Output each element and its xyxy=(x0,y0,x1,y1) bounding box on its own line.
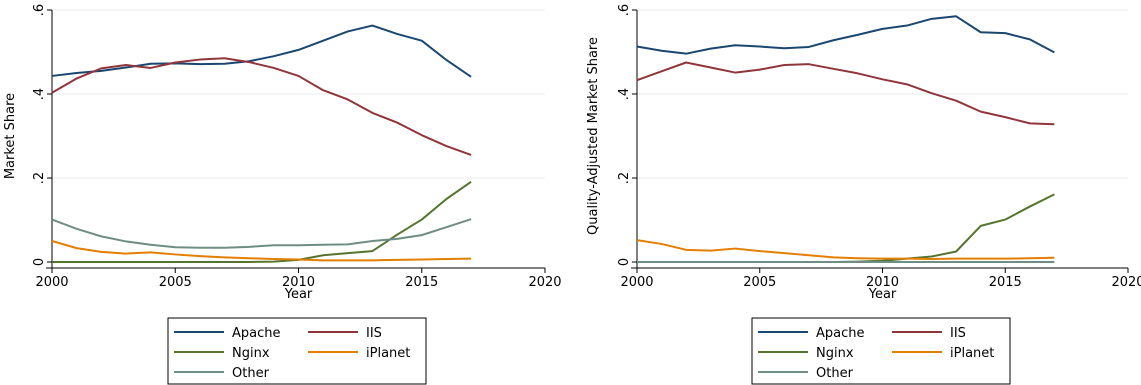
legend-label-nginx: Nginx xyxy=(232,346,270,361)
legend-label-iplanet: iPlanet xyxy=(950,346,994,361)
x-tick-label: 2010 xyxy=(866,275,899,290)
series-line-iis xyxy=(636,61,1055,126)
legend-label-nginx: Nginx xyxy=(816,346,854,361)
y-tick-label: .2 xyxy=(617,172,632,184)
x-tick-label: 2005 xyxy=(743,275,776,290)
x-tick-label: 2000 xyxy=(620,275,653,290)
x-axis-title: Year xyxy=(284,287,313,302)
x-tick-label: 2015 xyxy=(405,275,438,290)
series-line-nginx xyxy=(52,180,472,263)
x-axis-title: Year xyxy=(868,287,897,302)
series-line-iplanet xyxy=(636,239,1055,261)
legend-label-apache: Apache xyxy=(232,326,281,341)
series-line-apache xyxy=(51,24,472,78)
x-tick-label: 2020 xyxy=(528,275,561,290)
x-tick-label: 2015 xyxy=(989,275,1022,290)
y-tick-label: 0 xyxy=(617,258,632,266)
series-line-iplanet xyxy=(51,240,472,262)
legend-label-apache: Apache xyxy=(816,326,865,341)
series-line-other xyxy=(51,218,472,249)
x-tick-label: 2010 xyxy=(282,275,315,290)
y-tick-label: .2 xyxy=(32,172,47,184)
x-tick-label: 2000 xyxy=(35,275,68,290)
y-tick-label: .4 xyxy=(32,88,47,100)
x-tick-label: 2005 xyxy=(159,275,192,290)
y-tick-label: 0 xyxy=(32,258,47,266)
series-line-iis xyxy=(51,57,472,156)
legend: Apache IIS Nginx iPlanet Other xyxy=(751,317,1011,385)
series-line-nginx xyxy=(637,193,1055,263)
legend: Apache IIS Nginx iPlanet Other xyxy=(167,317,427,385)
y-tick-label: .6 xyxy=(32,4,47,16)
legend-label-iis: IIS xyxy=(950,326,966,341)
y-axis-title: Market Share xyxy=(3,93,18,179)
legend-label-iis: IIS xyxy=(366,326,382,341)
x-tick-label: 2020 xyxy=(1111,275,1141,290)
chart-panel-2: 0 .2 .4 .6 2000 2005 2010 2015 2020 Year Quality-A… xyxy=(586,4,1141,385)
legend-label-other: Other xyxy=(816,366,854,381)
y-tick-label: .6 xyxy=(617,4,632,16)
y-axis-title: Quality-Adjusted Market Share xyxy=(586,37,601,235)
y-tick-label: .4 xyxy=(617,88,632,100)
legend-label-other: Other xyxy=(232,366,270,381)
legend-label-iplanet: iPlanet xyxy=(366,346,410,361)
chart-panel-1: 0 .2 .4 .6 2000 2005 2010 2015 2020 Year Market Sh… xyxy=(3,4,562,385)
series-line-apache xyxy=(636,15,1055,55)
